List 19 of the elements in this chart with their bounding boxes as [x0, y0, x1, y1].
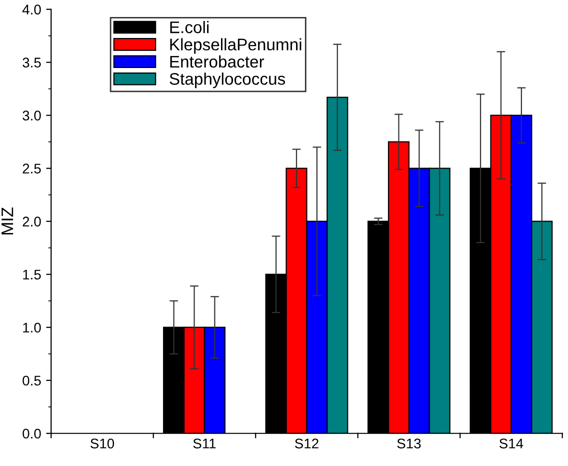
legend-label: E.coli	[170, 20, 209, 34]
y-tick-label: 4.0	[22, 4, 41, 14]
x-tick-label: S10	[90, 438, 114, 448]
y-tick-label: 3.0	[22, 110, 41, 121]
x-tick-label: S11	[193, 438, 216, 448]
y-axis-title: MIZ	[2, 208, 14, 234]
x-tick-label: S14	[499, 438, 524, 448]
y-tick-label: 0.0	[22, 428, 41, 439]
x-tick-label: S13	[397, 438, 421, 448]
y-tick-label: 0.5	[22, 376, 41, 386]
y-tick-label: 2.0	[22, 216, 41, 227]
x-tick-label: S12	[294, 438, 318, 448]
y-tick-label: 1.5	[23, 270, 41, 280]
legend-label: Staphylococcus	[170, 72, 286, 88]
y-tick-label: 1.0	[23, 322, 41, 333]
legend-label: KlepsellaPenumni	[170, 38, 302, 54]
y-tick-label: 3.5	[22, 58, 41, 68]
legend-label: Enterobacter	[170, 55, 264, 68]
y-tick-label: 2.5	[22, 164, 41, 174]
